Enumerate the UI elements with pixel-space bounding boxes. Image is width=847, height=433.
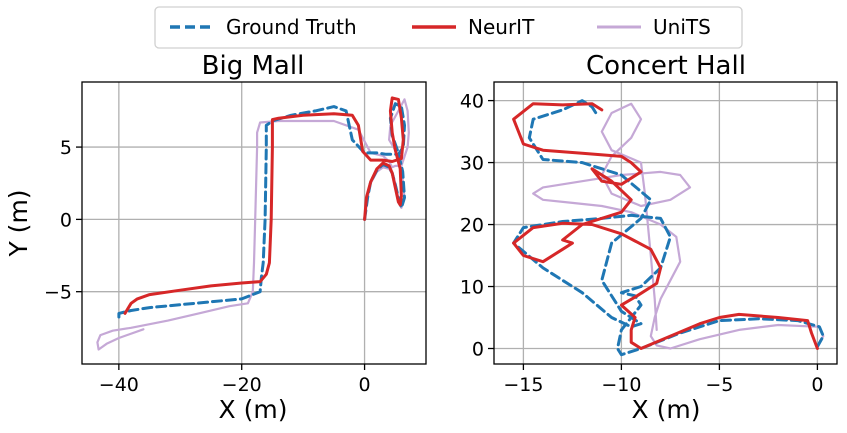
x-tick-label: 0	[359, 374, 371, 396]
x-tick-label: −20	[222, 374, 262, 396]
ticks: −40 −20 0 −5 0 5	[44, 137, 371, 396]
y-tick-label: 0	[60, 209, 72, 231]
series-line-units	[96, 98, 410, 351]
y-tick-label: −5	[44, 282, 72, 304]
legend-label-neurit: NeurIT	[468, 15, 535, 39]
plot-frame	[81, 81, 427, 365]
panel-title-concert-hall: Concert Hall	[586, 51, 746, 81]
x-tick-label: −15	[503, 374, 543, 396]
y-tick-label: 0	[472, 339, 484, 361]
legend-label-units: UniTS	[653, 15, 711, 39]
series-line-neurit	[123, 96, 405, 315]
y-axis-label: Y (m)	[4, 189, 33, 257]
x-tick-label: −5	[705, 374, 733, 396]
legend-label-ground-truth: Ground Truth	[226, 15, 357, 39]
y-tick-label: 5	[60, 137, 72, 159]
panel-big-mall: Big Mall −40 −20 0 −5 0 5 X (m) Y (m)	[4, 51, 427, 424]
x-axis-label: X (m)	[632, 395, 701, 424]
y-tick-label: 30	[460, 153, 484, 175]
series-group	[512, 99, 825, 357]
legend: Ground Truth NeurIT UniTS	[154, 6, 743, 49]
series-line-units	[532, 102, 825, 350]
y-tick-label: 10	[460, 277, 484, 299]
x-axis-label: X (m)	[219, 395, 288, 424]
plot-frame	[493, 81, 838, 365]
panel-title-big-mall: Big Mall	[202, 51, 305, 81]
series-line-neurit	[512, 102, 819, 350]
panel-concert-hall: Concert Hall −15 −10 −5 0 0 10 20 30 40 X (m)	[460, 51, 838, 424]
x-tick-label: −40	[99, 374, 139, 396]
x-tick-label: 0	[811, 374, 823, 396]
ticks: −15 −10 −5 0 0 10 20 30 40	[460, 91, 824, 396]
x-tick-label: −10	[601, 374, 641, 396]
y-tick-label: 40	[460, 91, 484, 113]
series-group	[96, 96, 410, 351]
y-tick-label: 20	[460, 215, 484, 237]
grid	[82, 82, 426, 364]
